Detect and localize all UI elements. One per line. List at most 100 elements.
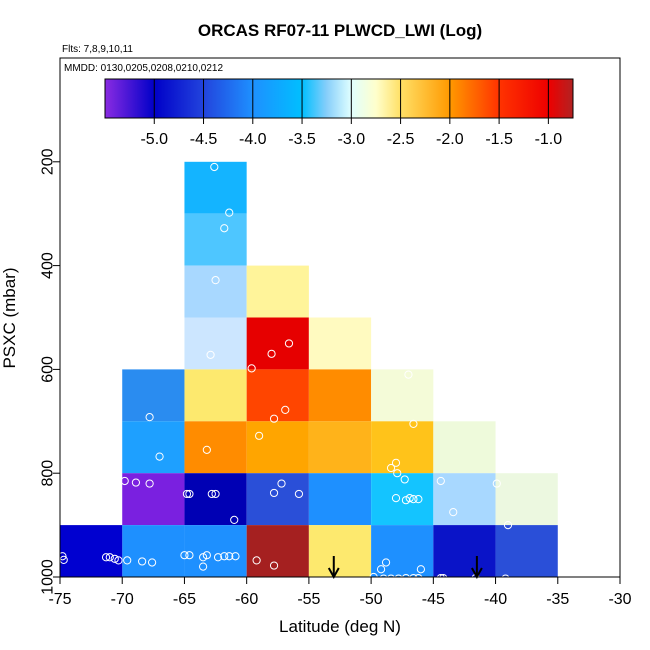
data-point-68 bbox=[381, 558, 391, 567]
data-point-8 bbox=[281, 405, 290, 414]
data-point-50 bbox=[185, 551, 194, 560]
heatmap-cell-3 bbox=[184, 317, 247, 370]
y-axis: 200 400 600 800 1000 bbox=[40, 148, 60, 595]
heatmap-cell-23 bbox=[433, 421, 496, 474]
data-point-0 bbox=[210, 162, 219, 172]
x-tick-label-3: -60 bbox=[235, 591, 258, 608]
heatmap-cell-25 bbox=[433, 525, 496, 577]
data-point-70 bbox=[436, 573, 445, 583]
heatmap-cell-2 bbox=[184, 265, 247, 318]
data-point-38 bbox=[492, 479, 501, 488]
data-point-45 bbox=[114, 556, 123, 565]
heatmap-cell-12 bbox=[246, 473, 309, 526]
data-point-54 bbox=[220, 552, 229, 561]
heatmap-cell-5 bbox=[184, 421, 247, 474]
data-point-56 bbox=[231, 552, 240, 561]
heatmap-cell-10 bbox=[246, 369, 309, 422]
data-point-39 bbox=[503, 521, 513, 530]
data-point-28 bbox=[393, 469, 402, 478]
heatmap-cell-8 bbox=[246, 265, 309, 318]
heatmap-cell-24 bbox=[433, 473, 496, 526]
heatmap-cell-0 bbox=[184, 161, 247, 214]
data-point-43 bbox=[105, 553, 114, 562]
data-point-57 bbox=[199, 562, 208, 571]
data-point-42 bbox=[101, 553, 111, 562]
colorbar-tick-label-0: -5.0 bbox=[140, 131, 168, 148]
heatmap-cell-18 bbox=[308, 525, 372, 577]
heatmap-cell-19 bbox=[371, 369, 434, 422]
data-point-7 bbox=[284, 339, 294, 348]
data-point-71 bbox=[439, 573, 448, 583]
heatmap-cell-14 bbox=[308, 317, 372, 370]
heatmap-cell-26 bbox=[495, 473, 558, 526]
x-tick-label-2: -65 bbox=[173, 591, 196, 608]
data-point-16 bbox=[145, 479, 154, 488]
data-point-67 bbox=[416, 565, 425, 574]
heatmap-cell-28 bbox=[122, 369, 185, 422]
x-tick-label-6: -45 bbox=[422, 591, 445, 608]
data-point-3 bbox=[211, 276, 220, 285]
data-point-17 bbox=[182, 489, 192, 499]
data-point-1 bbox=[225, 208, 234, 217]
data-point-53 bbox=[213, 553, 223, 562]
data-point-52 bbox=[202, 551, 211, 560]
colorbar-tick-label-3: -3.5 bbox=[288, 131, 316, 148]
data-point-20 bbox=[211, 489, 220, 499]
data-point-18 bbox=[185, 489, 194, 499]
data-point-46 bbox=[123, 556, 132, 565]
heatmap-cell-29 bbox=[122, 421, 185, 474]
y-axis-label: PSXC (mbar) bbox=[0, 267, 19, 368]
heatmap-cell-15 bbox=[308, 369, 372, 422]
y-tick-label-3: 800 bbox=[40, 460, 57, 487]
x-axis: -75 -70 -65 -60 -55 -50 -45 -40 -35 -30 bbox=[48, 577, 632, 608]
data-point-48 bbox=[147, 558, 157, 567]
y-tick-label-4: 1000 bbox=[40, 559, 57, 595]
data-point-40 bbox=[58, 552, 67, 561]
data-point-4 bbox=[206, 350, 215, 359]
y-tick-label-1: 400 bbox=[40, 252, 57, 279]
data-point-6 bbox=[267, 349, 276, 358]
data-point-25 bbox=[386, 463, 396, 473]
data-point-33 bbox=[405, 494, 414, 503]
heatmap-cell-11 bbox=[246, 421, 309, 474]
colorbar-gradient bbox=[104, 78, 574, 119]
data-point-44 bbox=[110, 554, 119, 563]
heatmap-cell-27 bbox=[495, 525, 558, 577]
data-point-27 bbox=[400, 475, 409, 484]
data-point-31 bbox=[391, 494, 401, 503]
x-tick-label-8: -35 bbox=[546, 591, 569, 608]
data-point-34 bbox=[409, 495, 418, 504]
heatmap-cell-22 bbox=[371, 525, 434, 577]
y-tick-label-2: 600 bbox=[40, 356, 57, 383]
heatmap-cell-30 bbox=[122, 473, 185, 526]
data-point-21 bbox=[230, 515, 239, 525]
data-point-2 bbox=[220, 224, 229, 233]
colorbar: -5.0 -4.5 -4.0 -3.5 -3.0 -2.5 -2.0 -1.5 -1.0 bbox=[104, 78, 574, 148]
heatmap-cell-4 bbox=[184, 369, 247, 422]
observation-points bbox=[58, 162, 513, 583]
plot-frame bbox=[59, 57, 621, 578]
heatmap-cell-32 bbox=[60, 525, 123, 577]
data-point-36 bbox=[436, 476, 445, 486]
data-point-9 bbox=[269, 414, 279, 423]
colorbar-tick-label-1: -4.5 bbox=[190, 131, 218, 148]
colorbar-tick-label-8: -1.0 bbox=[535, 131, 563, 148]
data-point-47 bbox=[138, 557, 147, 566]
data-point-10 bbox=[255, 431, 264, 440]
chart-title: ORCAS RF07-11 PLWCD_LWI (Log) bbox=[198, 21, 482, 40]
data-point-37 bbox=[449, 508, 458, 517]
dates-note: MMDD: 0130,0205,0208,0210,0212 bbox=[64, 63, 223, 74]
x-tick-label-1: -70 bbox=[111, 591, 134, 608]
heatmap-cell-31 bbox=[122, 525, 185, 577]
colorbar-tick-label-5: -2.5 bbox=[387, 131, 415, 148]
data-point-15 bbox=[131, 478, 141, 487]
data-point-19 bbox=[207, 489, 216, 499]
data-point-66 bbox=[414, 573, 423, 583]
heatmap-cell-7 bbox=[184, 525, 247, 577]
data-point-49 bbox=[180, 551, 189, 560]
y-tick-label-0: 200 bbox=[40, 148, 57, 175]
data-point-29 bbox=[409, 419, 418, 428]
colorbar-tick-label-2: -4.0 bbox=[239, 131, 267, 148]
data-point-5 bbox=[247, 364, 256, 373]
